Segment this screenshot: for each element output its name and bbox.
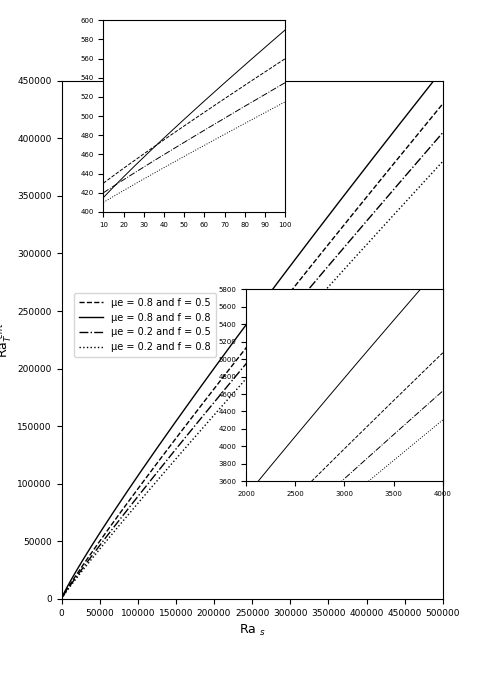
μe = 0.8 and f = 0.8 — [287, 262, 293, 270]
μe = 0.8 and f = 0.5 — [128, 495, 134, 503]
μe = 0.8 and f = 0.8 — [204, 374, 210, 382]
μe = 0.2 and f = 0.5 — [59, 594, 64, 602]
μe = 0.8 and f = 0.5 — [59, 594, 64, 602]
Legend: μe = 0.8 and f = 0.5, μe = 0.8 and f = 0.8, μe = 0.2 and f = 0.5, μe = 0.2 and f: μe = 0.8 and f = 0.5, μe = 0.8 and f = 0… — [74, 293, 215, 357]
μe = 0.2 and f = 0.8 — [372, 232, 378, 240]
Line: μe = 0.2 and f = 0.5: μe = 0.2 and f = 0.5 — [62, 133, 443, 598]
Line: μe = 0.8 and f = 0.5: μe = 0.8 and f = 0.5 — [62, 104, 443, 598]
μe = 0.2 and f = 0.8 — [440, 157, 446, 166]
μe = 0.8 and f = 0.8 — [343, 189, 349, 197]
μe = 0.8 and f = 0.8 — [440, 65, 446, 73]
μe = 0.2 and f = 0.5 — [287, 307, 293, 315]
μe = 0.2 and f = 0.8 — [59, 594, 64, 602]
μe = 0.2 and f = 0.8 — [307, 304, 312, 312]
Line: μe = 0.2 and f = 0.8: μe = 0.2 and f = 0.8 — [62, 162, 443, 598]
μe = 0.8 and f = 0.5 — [287, 288, 293, 296]
μe = 0.2 and f = 0.8 — [204, 419, 210, 427]
μe = 0.8 and f = 0.5 — [307, 264, 312, 272]
μe = 0.8 and f = 0.5 — [204, 394, 210, 402]
μe = 0.2 and f = 0.5 — [128, 501, 134, 509]
μe = 0.2 and f = 0.5 — [204, 406, 210, 415]
μe = 0.8 and f = 0.8 — [372, 151, 378, 160]
μe = 0.2 and f = 0.8 — [287, 325, 293, 333]
μe = 0.2 and f = 0.5 — [307, 284, 312, 292]
μe = 0.8 and f = 0.5 — [372, 182, 378, 190]
μe = 0.8 and f = 0.8 — [59, 594, 64, 602]
μe = 0.8 and f = 0.8 — [128, 482, 134, 490]
μe = 0.2 and f = 0.5 — [440, 129, 446, 137]
μe = 0.8 and f = 0.5 — [440, 100, 446, 108]
μe = 0.2 and f = 0.5 — [372, 207, 378, 215]
μe = 0.8 and f = 0.5 — [343, 219, 349, 227]
μe = 0.2 and f = 0.8 — [128, 507, 134, 516]
X-axis label: Ra $_{s}$: Ra $_{s}$ — [239, 623, 266, 639]
Y-axis label: Ra$_T^{\ crit}$: Ra$_T^{\ crit}$ — [0, 322, 14, 358]
Line: μe = 0.8 and f = 0.8: μe = 0.8 and f = 0.8 — [62, 69, 443, 598]
μe = 0.2 and f = 0.5 — [343, 241, 349, 249]
μe = 0.2 and f = 0.8 — [343, 263, 349, 271]
μe = 0.8 and f = 0.8 — [307, 236, 312, 244]
